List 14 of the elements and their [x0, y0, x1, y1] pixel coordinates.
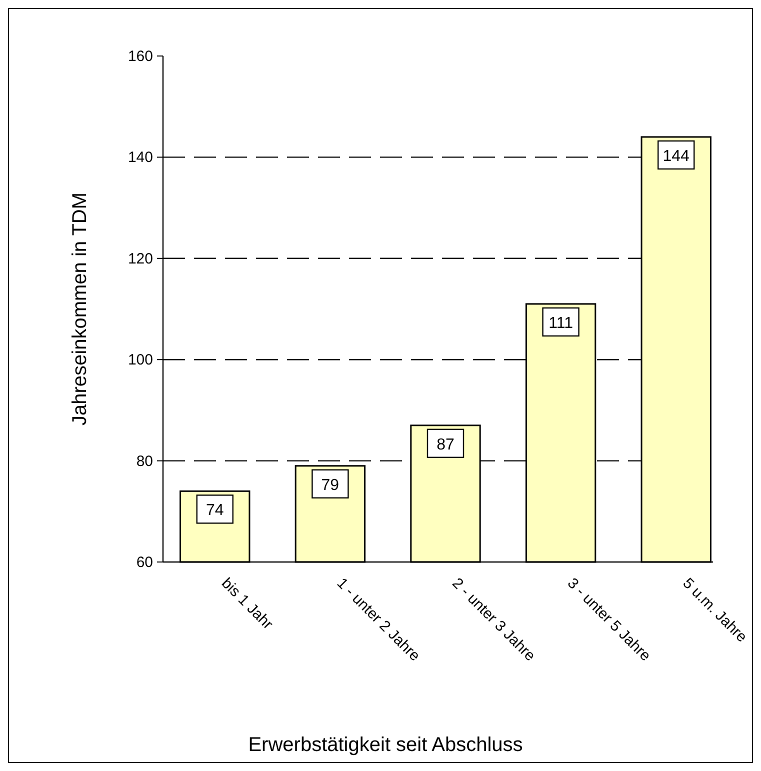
y-tick-label: 100: [128, 352, 153, 369]
y-tick-label: 60: [136, 554, 153, 571]
data-label: 87: [436, 436, 454, 454]
y-tick-label: 120: [128, 250, 153, 268]
x-tick-label: bis 1 Jahr: [218, 574, 276, 633]
y-tick-label: 140: [128, 149, 153, 166]
y-tick-label: 160: [128, 48, 153, 65]
y-axis-title: Jahreseinkommen in TDM: [69, 192, 91, 426]
x-axis-title: Erwerbstätigkeit seit Abschluss: [248, 734, 523, 756]
data-label: 74: [206, 502, 224, 520]
y-tick-label: 80: [136, 452, 153, 470]
data-label: 111: [548, 314, 574, 332]
data-label: 79: [321, 476, 340, 494]
data-label: 144: [662, 148, 690, 165]
